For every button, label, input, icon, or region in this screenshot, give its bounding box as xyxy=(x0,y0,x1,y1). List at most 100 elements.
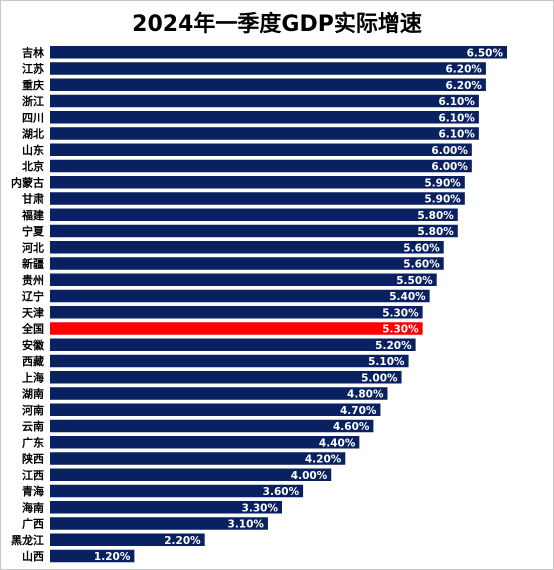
bar-北京 xyxy=(50,159,472,173)
category-label: 广西 xyxy=(22,517,44,531)
bar-云南 xyxy=(50,419,374,433)
category-label: 江苏 xyxy=(22,62,44,76)
category-label: 天津 xyxy=(22,305,44,319)
bar-广东 xyxy=(50,436,360,449)
value-label: 5.40% xyxy=(389,291,426,303)
bar-河南 xyxy=(50,403,381,416)
bar-重庆 xyxy=(50,78,486,91)
value-label: 5.90% xyxy=(424,194,461,206)
category-label: 云南 xyxy=(22,419,44,433)
category-label: 山西 xyxy=(22,549,44,563)
value-label: 5.10% xyxy=(368,356,405,368)
category-label: 湖南 xyxy=(22,387,44,401)
bar-河北 xyxy=(50,241,444,254)
category-label: 浙江 xyxy=(22,94,44,108)
bars-group: 吉林 6.50% 江苏 6.20% 重庆 6.20% 浙江 6.10% 四川 6.10% 湖北 6.1… xyxy=(11,45,507,563)
value-label: 6.10% xyxy=(438,129,475,141)
value-label: 4.40% xyxy=(319,437,356,449)
bar-四川 xyxy=(50,111,479,124)
category-label: 广东 xyxy=(22,435,44,449)
category-label: 山东 xyxy=(22,143,44,157)
value-label: 2.20% xyxy=(164,535,201,547)
value-label: 3.30% xyxy=(242,502,279,514)
bar-贵州 xyxy=(50,273,437,286)
category-label: 福建 xyxy=(21,208,45,222)
value-label: 5.80% xyxy=(417,210,454,222)
value-label: 4.70% xyxy=(340,405,377,417)
value-label: 5.90% xyxy=(424,177,461,189)
value-label: 3.10% xyxy=(228,519,265,531)
value-label: 5.80% xyxy=(417,226,454,238)
bar-陕西 xyxy=(50,452,346,465)
category-label: 河南 xyxy=(22,403,44,417)
bar-安徽 xyxy=(50,338,416,351)
bar-江苏 xyxy=(50,62,486,75)
bar-湖北 xyxy=(50,127,479,140)
category-label: 陕西 xyxy=(22,452,44,466)
category-label: 宁夏 xyxy=(22,224,45,238)
bar-青海 xyxy=(50,484,304,498)
value-label: 6.20% xyxy=(445,80,482,92)
bar-山东 xyxy=(50,143,472,156)
value-label: 6.00% xyxy=(431,145,468,157)
category-label: 贵州 xyxy=(22,273,44,287)
category-label: 重庆 xyxy=(22,78,44,92)
bar-浙江 xyxy=(50,94,479,108)
value-label: 3.60% xyxy=(263,486,300,498)
bar-甘肃 xyxy=(50,192,465,205)
value-label: 5.30% xyxy=(382,324,419,336)
bar-福建 xyxy=(50,208,458,221)
value-label: 6.10% xyxy=(438,96,475,108)
category-label: 青海 xyxy=(22,484,44,498)
bar-上海 xyxy=(50,371,402,384)
bar-宁夏 xyxy=(50,224,458,238)
bar-湖南 xyxy=(50,387,388,400)
value-label: 5.30% xyxy=(382,307,419,319)
bar-吉林 xyxy=(50,46,507,59)
bar-广西 xyxy=(50,517,268,530)
value-label: 6.10% xyxy=(438,112,475,124)
category-label: 西藏 xyxy=(22,354,44,368)
category-label: 新疆 xyxy=(22,257,44,271)
category-label: 内蒙古 xyxy=(11,175,44,189)
category-label: 四川 xyxy=(22,111,44,124)
category-label: 辽宁 xyxy=(22,289,44,303)
chart-title: 2024年一季度GDP实际增速 xyxy=(132,11,422,37)
value-label: 5.60% xyxy=(403,259,440,271)
value-label: 5.00% xyxy=(361,372,398,384)
bar-黑龙江 xyxy=(50,533,205,546)
category-label: 安徽 xyxy=(22,338,45,352)
category-label: 上海 xyxy=(22,370,44,384)
value-label: 4.80% xyxy=(347,389,384,401)
category-label: 全国 xyxy=(21,322,44,336)
value-label: 4.00% xyxy=(291,470,328,482)
bar-山西 xyxy=(50,549,135,563)
value-label: 5.60% xyxy=(403,242,440,254)
value-label: 5.20% xyxy=(375,340,412,352)
bar-江西 xyxy=(50,468,332,481)
bar-内蒙古 xyxy=(50,176,465,189)
bar-天津 xyxy=(50,306,423,319)
category-label: 湖北 xyxy=(22,127,44,141)
bar-海南 xyxy=(50,501,283,514)
category-label: 甘肃 xyxy=(22,192,44,206)
bar-全国 xyxy=(50,322,423,335)
bar-辽宁 xyxy=(50,289,430,303)
category-label: 海南 xyxy=(22,500,44,514)
value-label: 6.20% xyxy=(445,64,482,76)
value-label: 6.00% xyxy=(431,161,468,173)
bar-新疆 xyxy=(50,257,444,270)
value-label: 6.50% xyxy=(467,47,504,59)
category-label: 吉林 xyxy=(22,45,44,59)
bar-西藏 xyxy=(50,354,409,368)
value-label: 4.60% xyxy=(333,421,370,433)
category-label: 黑龙江 xyxy=(11,533,44,547)
category-label: 河北 xyxy=(22,240,44,254)
value-label: 5.50% xyxy=(396,275,433,287)
value-label: 4.20% xyxy=(305,454,342,466)
category-label: 北京 xyxy=(22,159,44,173)
category-label: 江西 xyxy=(22,468,44,482)
value-label: 1.20% xyxy=(94,551,131,563)
